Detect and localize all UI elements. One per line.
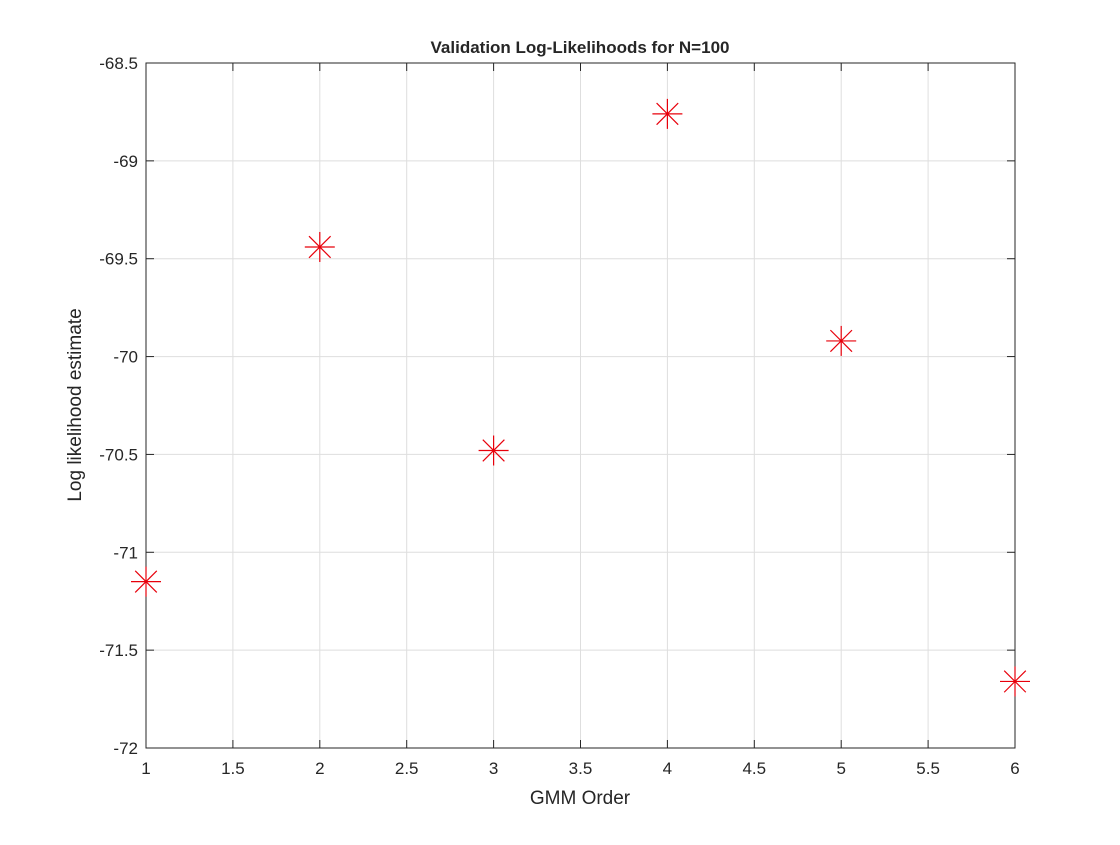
data-point xyxy=(826,325,857,356)
data-point xyxy=(478,435,509,466)
y-tick-label: -70 xyxy=(113,348,138,367)
data-points xyxy=(131,98,1030,697)
x-tick-label: 2 xyxy=(315,759,324,778)
x-tick-label: 3.5 xyxy=(569,759,593,778)
y-tick-label: -68.5 xyxy=(99,54,138,73)
data-point xyxy=(131,566,161,597)
data-point xyxy=(1000,666,1030,697)
x-axis-ticks: 1 1.5 2 2.5 3 3.5 4 4.5 5 5.5 6 xyxy=(141,63,1020,778)
x-tick-label: 2.5 xyxy=(395,759,419,778)
y-tick-label: -71.5 xyxy=(99,641,138,660)
chart-title: Validation Log-Likelihoods for N=100 xyxy=(431,38,730,57)
x-tick-label: 4 xyxy=(663,759,672,778)
data-point xyxy=(652,98,683,129)
x-tick-label: 5 xyxy=(836,759,845,778)
x-tick-label: 1.5 xyxy=(221,759,245,778)
y-tick-label: -69 xyxy=(113,152,138,171)
x-axis-label: GMM Order xyxy=(530,788,631,809)
y-tick-label: -72 xyxy=(113,739,138,758)
y-tick-label: -71 xyxy=(113,543,138,562)
x-tick-label: 1 xyxy=(141,759,150,778)
y-tick-label: -69.5 xyxy=(99,250,138,269)
y-axis-label: Log likelihood estimate xyxy=(65,308,86,501)
data-point xyxy=(304,231,335,262)
y-tick-label: -70.5 xyxy=(99,445,138,464)
x-tick-label: 5.5 xyxy=(916,759,940,778)
y-axis-ticks: -72 -71.5 -71 -70.5 -70 -69.5 -69 -68.5 xyxy=(99,54,1015,758)
x-tick-label: 3 xyxy=(489,759,498,778)
x-tick-label: 4.5 xyxy=(742,759,766,778)
x-tick-label: 6 xyxy=(1010,759,1019,778)
